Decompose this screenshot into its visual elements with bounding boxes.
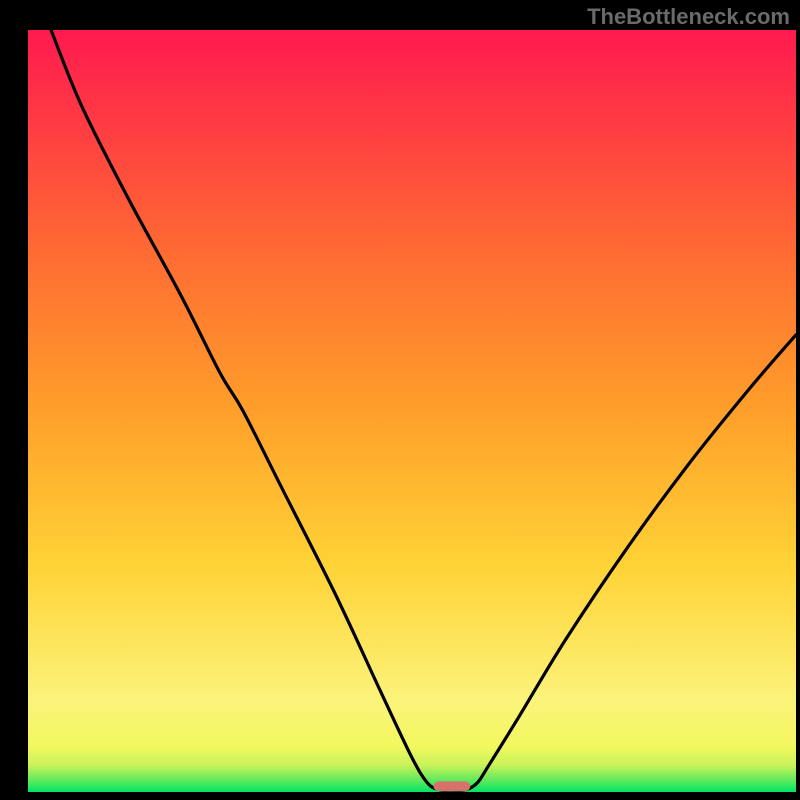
chart-gradient-background: [28, 30, 796, 792]
chart-area: [28, 30, 796, 792]
watermark-label: TheBottleneck.com: [587, 4, 790, 30]
stage: TheBottleneck.com: [0, 0, 800, 800]
